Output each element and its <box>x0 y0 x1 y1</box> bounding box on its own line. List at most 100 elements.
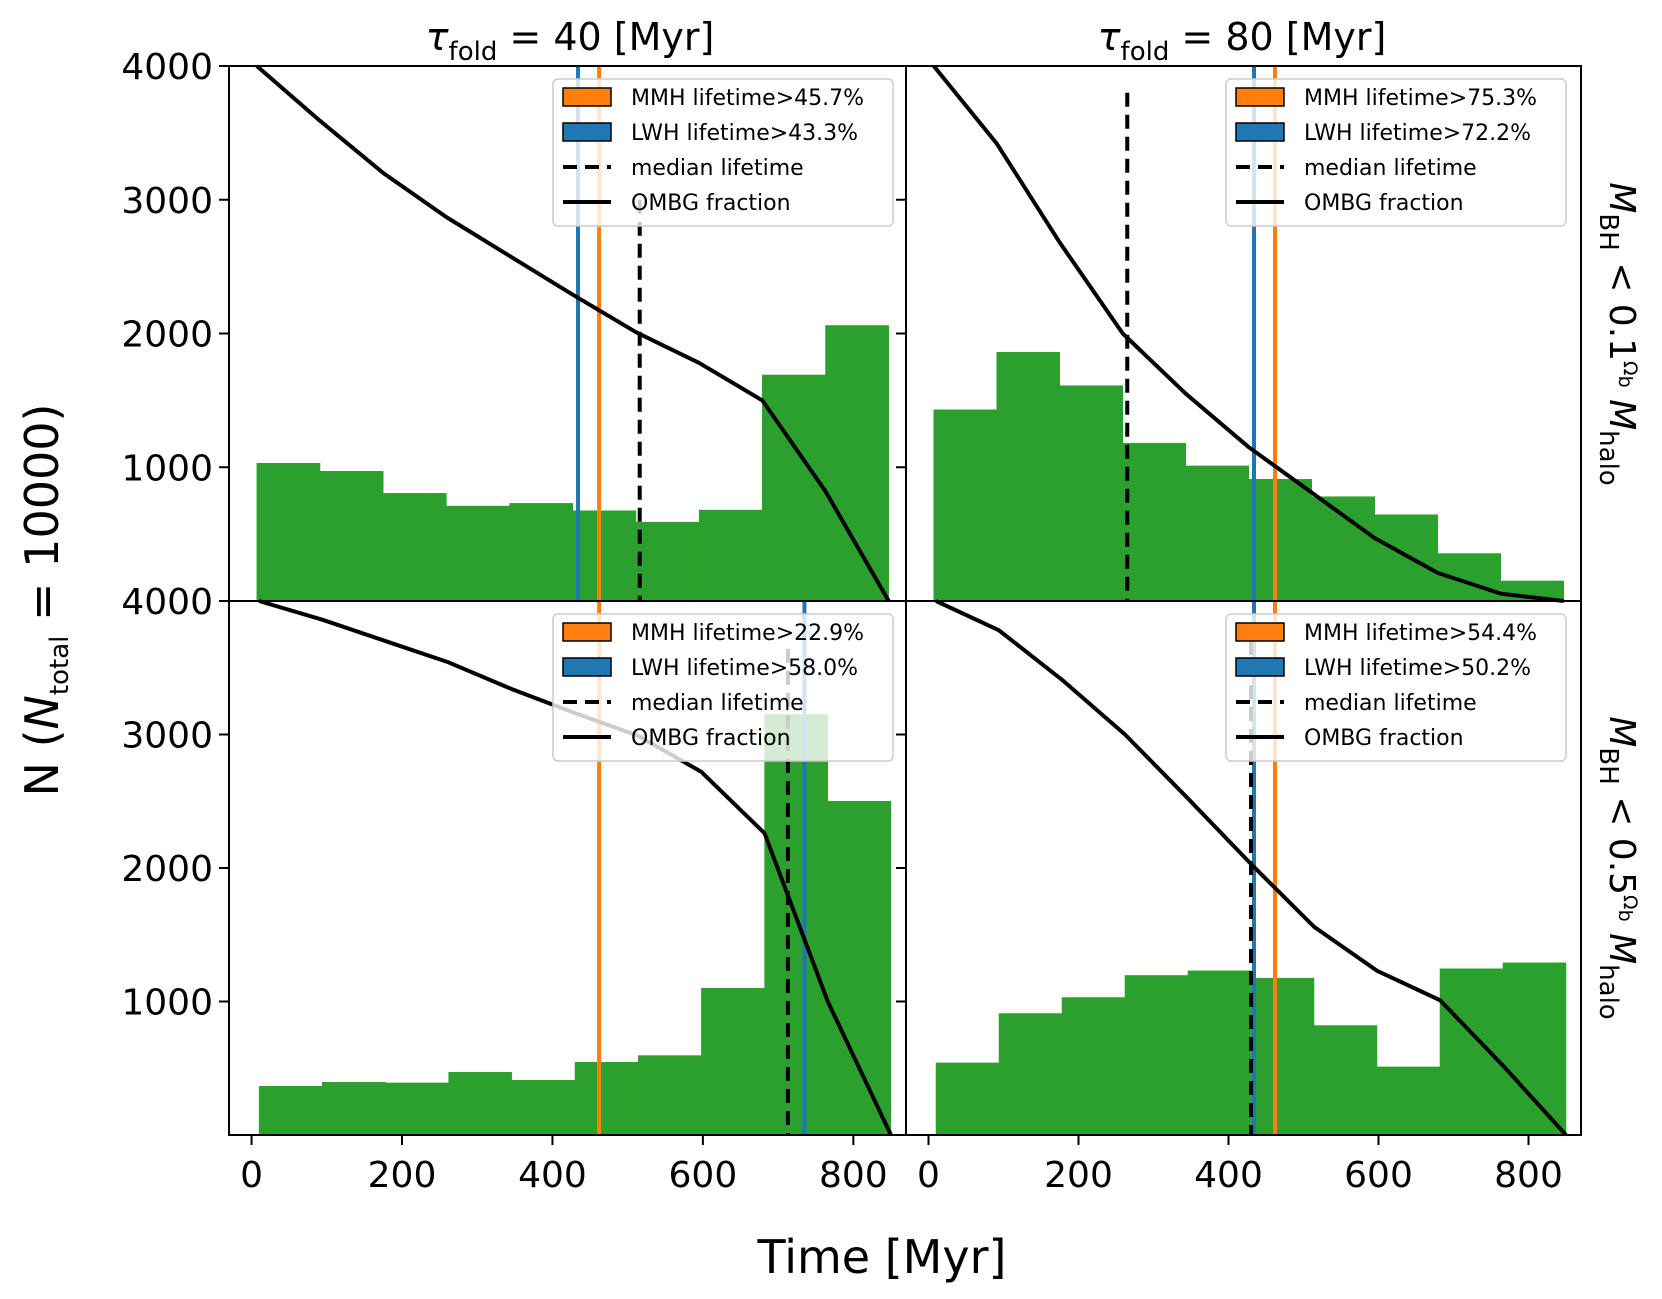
histogram-bar <box>637 1055 702 1136</box>
panel-1: 1000 2000 3000 4000 MMH lifetime>45.7% LWH li… <box>121 47 907 602</box>
legend-swatch-mmh <box>562 622 612 642</box>
ombg-fraction-line <box>932 64 1564 603</box>
histogram-bar <box>701 987 765 1136</box>
histogram-bar <box>698 509 763 602</box>
legend-label: LWH lifetime>58.0% <box>631 656 858 681</box>
svg-text:MBH < 0.5Ωb Mhalo: MBH < 0.5Ωb Mhalo <box>1593 716 1642 1019</box>
legend-swatch-mmh <box>562 87 612 107</box>
legend-box <box>552 613 894 762</box>
x-tick-label: 200 <box>368 1155 437 1196</box>
x-tick-label: 200 <box>1044 1155 1113 1196</box>
histogram-bar <box>385 1082 449 1136</box>
histogram-bar <box>511 1080 576 1136</box>
histogram-bar <box>933 409 997 602</box>
legend-label: median lifetime <box>631 691 804 716</box>
legend: MMH lifetime>22.9% LWH lifetime>58.0% medi… <box>552 613 894 762</box>
legend-label: MMH lifetime>54.4% <box>1304 621 1537 646</box>
svg-text:MBH < 0.1Ωb Mhalo: MBH < 0.1Ωb Mhalo <box>1593 182 1642 485</box>
legend-label: LWH lifetime>43.3% <box>631 121 858 146</box>
y-tick-label: 2000 <box>121 315 213 356</box>
x-tick-label: 600 <box>669 1155 738 1196</box>
legend-label: LWH lifetime>50.2% <box>1304 656 1531 681</box>
histogram-bar <box>1313 1025 1378 1136</box>
legend-swatch-lwh <box>562 122 612 142</box>
x-axis-title: Time [Myr] <box>757 1230 1007 1284</box>
x-tick-label: 600 <box>1344 1155 1413 1196</box>
legend-box <box>1225 613 1567 762</box>
x-tick-label: 0 <box>917 1155 940 1196</box>
histogram-bar <box>764 714 829 1136</box>
histogram-bar <box>1248 479 1312 602</box>
histogram-bar <box>448 1072 513 1136</box>
y-tick-label: 3000 <box>121 181 213 222</box>
histogram-bar <box>1250 977 1315 1136</box>
column-title-right: τfold = 80 [Myr] <box>1098 15 1387 67</box>
histogram-bar <box>509 503 574 602</box>
histogram-bar <box>1185 465 1249 602</box>
legend-label: MMH lifetime>75.3% <box>1304 86 1537 111</box>
legend-swatch-mmh <box>1235 87 1285 107</box>
legend-swatch-mmh <box>1235 622 1285 642</box>
y-axis-title: N (Ntotal = 10000) <box>15 404 75 797</box>
panel-3: 1000 2000 3000 4000 0 200 400 600 800 MMH lifetim… <box>121 582 907 1196</box>
histogram-bar <box>1124 975 1189 1136</box>
x-tick-label: 800 <box>1494 1155 1563 1196</box>
legend-label: OMBG fraction <box>631 191 791 216</box>
y-tick-label: 4000 <box>121 47 213 88</box>
histogram-bar <box>1502 962 1567 1136</box>
histogram-bar <box>1376 1066 1441 1136</box>
histogram-bar <box>572 510 637 602</box>
histogram-bar <box>1187 970 1252 1136</box>
histogram-bar <box>319 471 384 602</box>
legend: MMH lifetime>54.4% LWH lifetime>50.2% medi… <box>1225 613 1567 762</box>
legend-label: median lifetime <box>1304 691 1477 716</box>
x-tick-label: 400 <box>518 1155 587 1196</box>
histogram-bar <box>322 1082 386 1136</box>
histogram-bar <box>258 1086 323 1136</box>
histogram-bar <box>762 374 826 602</box>
histogram-bar <box>256 462 321 602</box>
histogram-bar <box>1374 514 1438 602</box>
histogram-bar <box>382 493 447 602</box>
legend-label: MMH lifetime>22.9% <box>631 621 864 646</box>
legend-swatch-lwh <box>562 657 612 677</box>
y-tick-label: 4000 <box>121 582 213 623</box>
panel-2: MMH lifetime>75.3% LWH lifetime>72.2% medi… <box>896 64 1582 603</box>
ombg-fraction-line <box>255 64 891 602</box>
histogram-bar <box>827 801 892 1136</box>
histogram-bar <box>825 325 889 602</box>
y-tick-label: 1000 <box>121 983 213 1024</box>
x-tick-label: 400 <box>1194 1155 1263 1196</box>
y-tick-label: 2000 <box>121 849 213 890</box>
row-label-bottom: MBH < 0.5Ωb Mhalo <box>1593 716 1642 1019</box>
x-tick-label: 0 <box>240 1155 263 1196</box>
legend-swatch-lwh <box>1235 657 1285 677</box>
legend-label: median lifetime <box>631 156 804 181</box>
ombg-fraction-line <box>935 599 1568 1137</box>
histogram-bar <box>635 521 700 602</box>
legend-label: MMH lifetime>45.7% <box>631 86 864 111</box>
legend: MMH lifetime>45.7% LWH lifetime>43.3% medi… <box>552 78 894 227</box>
legend-label: LWH lifetime>72.2% <box>1304 121 1531 146</box>
histogram-bar <box>996 351 1060 602</box>
y-tick-label: 1000 <box>121 448 213 489</box>
y-tick-label: 3000 <box>121 716 213 757</box>
histogram-bar <box>1061 997 1126 1136</box>
legend-label: OMBG fraction <box>1304 726 1464 751</box>
histogram-bar <box>574 1061 639 1136</box>
histogram-bar <box>935 1062 1000 1136</box>
histogram-bar <box>998 1013 1063 1136</box>
legend: MMH lifetime>75.3% LWH lifetime>72.2% medi… <box>1225 78 1567 227</box>
column-title-left: τfold = 40 [Myr] <box>426 15 715 67</box>
legend-label: median lifetime <box>1304 156 1477 181</box>
x-tick-label: 800 <box>819 1155 888 1196</box>
histogram-bar <box>1122 442 1186 602</box>
histogram-bar <box>446 505 510 602</box>
legend-label: OMBG fraction <box>1304 191 1464 216</box>
legend-swatch-lwh <box>1235 122 1285 142</box>
legend-box <box>1225 78 1567 227</box>
histogram-bar <box>1439 968 1504 1136</box>
histogram-bar <box>1311 496 1375 602</box>
